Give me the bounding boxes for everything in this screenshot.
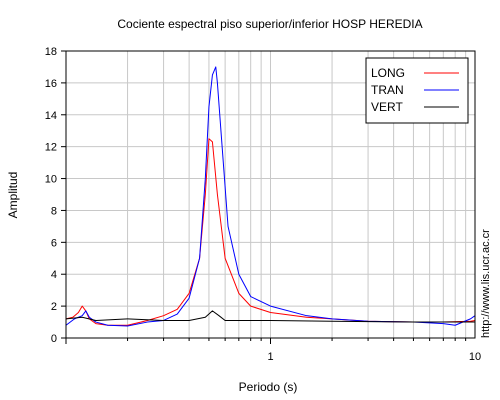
legend-label-vert: VERT <box>371 100 403 114</box>
y-tick-label: 6 <box>51 237 57 249</box>
x-tick-label: 10 <box>469 351 481 363</box>
y-axis-ticks: 0 2 4 6 8 10 12 14 16 18 <box>45 46 66 345</box>
y-tick-label: 0 <box>51 333 57 345</box>
chart-title: Cociente espectral piso superior/inferio… <box>117 17 422 31</box>
series-line-vert <box>65 310 475 323</box>
y-tick-label: 8 <box>51 205 57 217</box>
y-tick-label: 10 <box>45 174 57 186</box>
y-axis-label: Amplitud <box>6 172 20 219</box>
y-tick-label: 2 <box>51 301 57 313</box>
legend-label-long: LONG <box>371 66 405 80</box>
legend: LONG TRAN VERT <box>365 57 469 124</box>
y-tick-label: 4 <box>51 269 57 281</box>
plot-frame <box>65 50 476 339</box>
source-url: http://www.lis.ucr.ac.cr <box>480 229 492 338</box>
x-axis-ticks: 1 10 <box>65 338 481 363</box>
series-lines <box>65 66 476 327</box>
x-axis-label: Periodo (s) <box>239 380 298 394</box>
y-tick-label: 16 <box>45 78 57 90</box>
y-tick-label: 14 <box>45 110 57 122</box>
y-tick-label: 12 <box>45 142 57 154</box>
legend-label-tran: TRAN <box>371 83 404 97</box>
y-tick-label: 18 <box>45 46 57 58</box>
x-tick-label: 1 <box>267 351 273 363</box>
